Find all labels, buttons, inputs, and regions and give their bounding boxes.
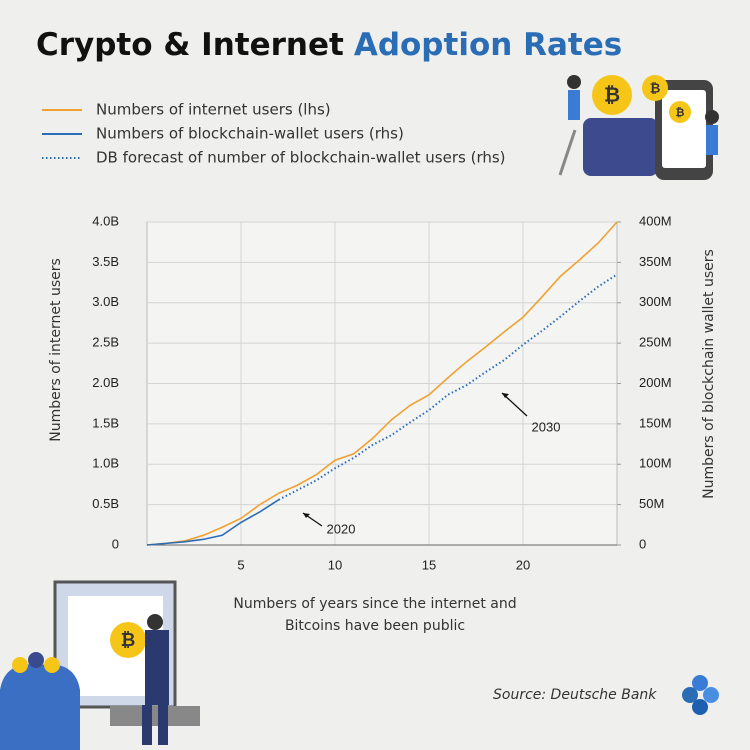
series-line xyxy=(278,273,618,501)
legend-label: Numbers of blockchain-wallet users (rhs) xyxy=(96,125,404,143)
legend-label: Numbers of internet users (lhs) xyxy=(96,101,331,119)
svg-text:₿: ₿ xyxy=(650,82,661,97)
x-axis-label: Numbers of years since the internet and B… xyxy=(233,596,516,634)
y-axis-label: Numbers of internet users xyxy=(48,258,64,442)
y2-tick-label: 400M xyxy=(639,213,672,228)
y-tick-label: 4.0B xyxy=(92,213,119,228)
series-line xyxy=(146,221,618,546)
y2-axis-label: Numbers of blockchain wallet users xyxy=(701,249,717,499)
annotation: 2030 xyxy=(532,419,561,434)
svg-text:₿: ₿ xyxy=(121,630,136,651)
y2-tick-label: 150M xyxy=(639,415,672,430)
annotation-arrowhead xyxy=(502,393,509,398)
y-tick-label: 1.0B xyxy=(92,456,119,471)
x-tick-label: 5 xyxy=(237,557,244,572)
title-main: Crypto & Internet xyxy=(36,27,344,63)
svg-text:₿: ₿ xyxy=(604,83,620,107)
source: Source: Deutsche Bank xyxy=(493,687,657,703)
y-tick-label: 0 xyxy=(112,536,119,551)
y2-tick-label: 200M xyxy=(639,375,672,390)
x-tick-label: 15 xyxy=(422,557,436,572)
legend-label: DB forecast of number of blockchain-wall… xyxy=(96,149,506,167)
x-tick-label: 20 xyxy=(516,557,530,572)
y2-tick-label: 50M xyxy=(639,496,664,511)
annotation: 2020 xyxy=(327,521,356,536)
y2-tick-label: 0 xyxy=(639,536,646,551)
x-tick-label: 10 xyxy=(328,557,342,572)
y-tick-label: 3.0B xyxy=(92,294,119,309)
x-label-line: Bitcoins have been public xyxy=(285,618,465,634)
y2-tick-label: 250M xyxy=(639,335,672,350)
title-highlight: Adoption Rates xyxy=(354,27,622,63)
y-tick-label: 1.5B xyxy=(92,415,119,430)
y-tick-label: 3.5B xyxy=(92,254,119,269)
series-line xyxy=(146,499,280,546)
illustration-bottom: ₿ xyxy=(0,580,200,750)
y-tick-label: 2.5B xyxy=(92,335,119,350)
y2-tick-label: 300M xyxy=(639,294,672,309)
y-tick-label: 2.0B xyxy=(92,375,119,390)
y2-tick-label: 350M xyxy=(639,254,672,269)
chart-title: Crypto & Internet Adoption Rates xyxy=(36,27,622,63)
illustration-top: ₿ ₿ ₿ xyxy=(558,75,719,180)
y2-tick-label: 100M xyxy=(639,456,672,471)
x-label-line: Numbers of years since the internet and xyxy=(233,596,516,612)
svg-text:₿: ₿ xyxy=(676,106,685,119)
logo xyxy=(682,675,719,715)
y-tick-label: 0.5B xyxy=(92,496,119,511)
annotation-arrowhead xyxy=(303,513,310,518)
